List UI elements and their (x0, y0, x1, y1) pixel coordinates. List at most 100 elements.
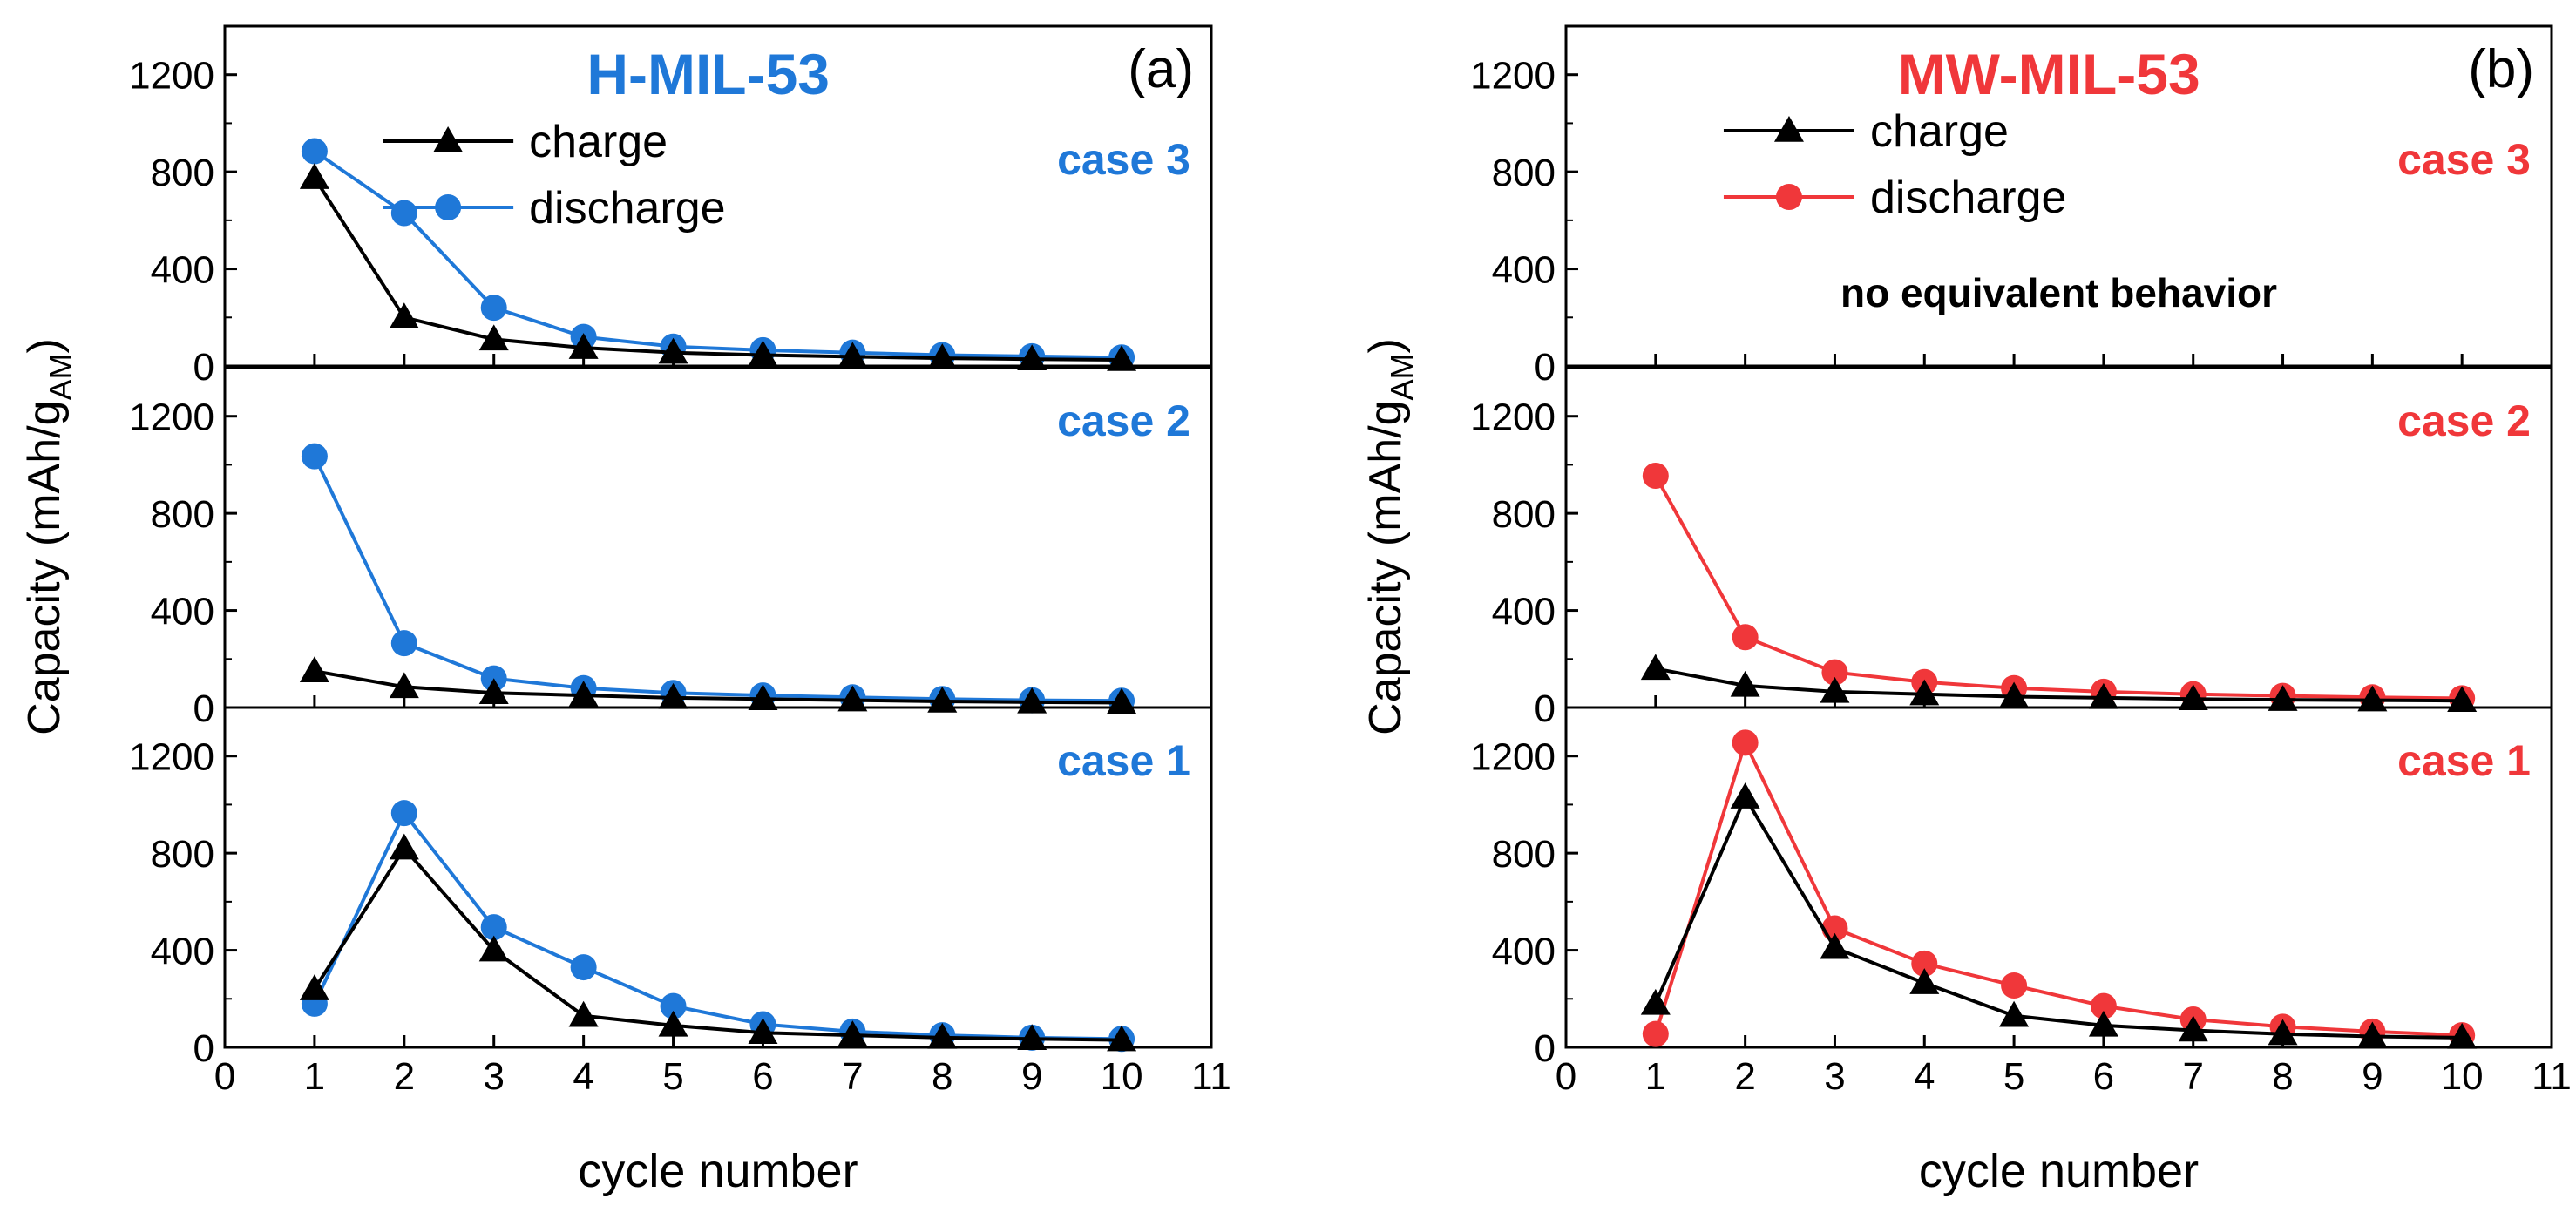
x-tick-label: 2 (1734, 1055, 1755, 1098)
legend-charge-marker (433, 126, 464, 152)
discharge-point (1821, 659, 1848, 686)
charge-point (568, 681, 599, 707)
x-tick-label: 9 (1021, 1055, 1042, 1098)
y-tick-label: 0 (1535, 1027, 1556, 1070)
y-tick-label: 1200 (129, 396, 214, 439)
legend-charge-label: charge (1870, 106, 2009, 157)
y-tick-label: 400 (151, 249, 214, 292)
discharge-point (301, 138, 328, 165)
charge-point (1107, 345, 1137, 371)
x-axis-label: cycle number (1919, 1145, 2199, 1197)
charge-point (2088, 1010, 2118, 1037)
x-tick-label: 4 (573, 1055, 593, 1098)
charge-point (748, 340, 778, 367)
x-tick-label: 4 (1914, 1055, 1935, 1098)
discharge-point (2001, 972, 2028, 999)
series-line-charge (313, 177, 1122, 362)
x-tick-label: 2 (394, 1055, 415, 1098)
charge-point (1107, 1025, 1137, 1052)
y-tick-label: 1200 (1470, 55, 1556, 98)
case-label: case 2 (2397, 396, 2531, 445)
charge-point (478, 678, 509, 705)
charge-point (1730, 670, 1760, 697)
charge-point (2088, 682, 2118, 709)
charge-point (2447, 1022, 2478, 1049)
y-tick-label: 1200 (129, 736, 214, 779)
charge-point (748, 684, 778, 710)
series-line-discharge (1653, 737, 2463, 1038)
case-label: case 3 (2397, 135, 2531, 184)
y-tick-label: 0 (193, 1027, 214, 1070)
series-line-discharge (313, 455, 1122, 703)
legend: charge discharge (383, 117, 726, 234)
charge-point (2178, 1015, 2208, 1042)
charge-point (748, 1018, 778, 1045)
panel-b: 0 400 800 1200 case 3 no equivalent behavior 0… (1360, 24, 2572, 1197)
no-equivalent-note: no equivalent behavior (1840, 270, 2277, 315)
y-tick-label: 400 (1492, 591, 1556, 633)
legend-discharge-marker (1775, 184, 1802, 210)
charge-point (1730, 782, 1760, 809)
charge-point (2357, 1021, 2388, 1048)
charge-point (1999, 681, 2030, 708)
y-tick-label: 1200 (1470, 396, 1556, 439)
charge-point (2268, 685, 2298, 711)
subplot-b-3: 0 400 800 1200 case 1 (1470, 706, 2553, 1070)
charge-point (1017, 344, 1047, 370)
discharge-point (390, 800, 417, 827)
series-line-discharge (1654, 475, 2463, 701)
charge-point (658, 682, 688, 709)
y-tick-label: 800 (1492, 833, 1556, 876)
chart-title: H-MIL-53 (586, 42, 830, 106)
series-line-discharge (313, 149, 1122, 360)
y-tick-label: 1200 (1470, 736, 1556, 779)
case-label: case 3 (1057, 135, 1190, 184)
y-tick-label: 800 (1492, 152, 1556, 194)
y-tick-label: 0 (193, 346, 214, 389)
discharge-point (660, 992, 687, 1019)
y-tick-label: 800 (151, 493, 214, 536)
x-tick-label: 1 (1645, 1055, 1666, 1098)
series-line-charge (314, 669, 1122, 705)
x-tick-label: 10 (2441, 1055, 2484, 1098)
charge-point (2178, 684, 2208, 710)
y-tick-label: 400 (1492, 931, 1556, 973)
discharge-point (390, 200, 417, 227)
discharge-point (1732, 624, 1759, 651)
charge-point (837, 1020, 868, 1046)
charge-point (389, 302, 419, 329)
discharge-point (1642, 462, 1669, 489)
x-tick-label: 10 (1101, 1055, 1143, 1098)
discharge-point (480, 914, 507, 941)
charge-point (478, 935, 509, 962)
x-tick-label: 0 (1556, 1055, 1576, 1098)
charge-point (389, 833, 419, 860)
subplot-frame (1564, 706, 2553, 1049)
charge-point (299, 656, 329, 682)
series-line-charge (1655, 667, 2463, 703)
x-tick-label: 5 (662, 1055, 683, 1098)
charge-point (568, 333, 599, 359)
charge-point (2268, 1019, 2298, 1046)
y-tick-label: 0 (1535, 687, 1556, 730)
charge-point (658, 337, 688, 364)
subplot-a-3: 0 400 800 1200 case 1 (129, 706, 1213, 1070)
chart-title: MW-MIL-53 (1898, 42, 2200, 106)
x-tick-label: 0 (214, 1055, 235, 1098)
charge-point (1640, 654, 1671, 681)
y-tick-label: 400 (1492, 249, 1556, 292)
panel-label: (b) (2468, 39, 2534, 99)
series-line-discharge (313, 809, 1122, 1041)
series-line-charge (313, 845, 1122, 1042)
subplot-frame (223, 706, 1213, 1049)
y-tick-label: 800 (1492, 493, 1556, 536)
y-tick-label: 0 (193, 687, 214, 730)
charge-point (389, 672, 419, 699)
y-axis-label-main: Capacity (mAh/g (19, 400, 70, 735)
charge-point (1640, 988, 1671, 1015)
panel-label: (a) (1128, 39, 1194, 99)
x-tick-label: 9 (2362, 1055, 2383, 1098)
y-axis-label-close: ) (19, 338, 70, 353)
x-tick-label: 5 (2003, 1055, 2024, 1098)
